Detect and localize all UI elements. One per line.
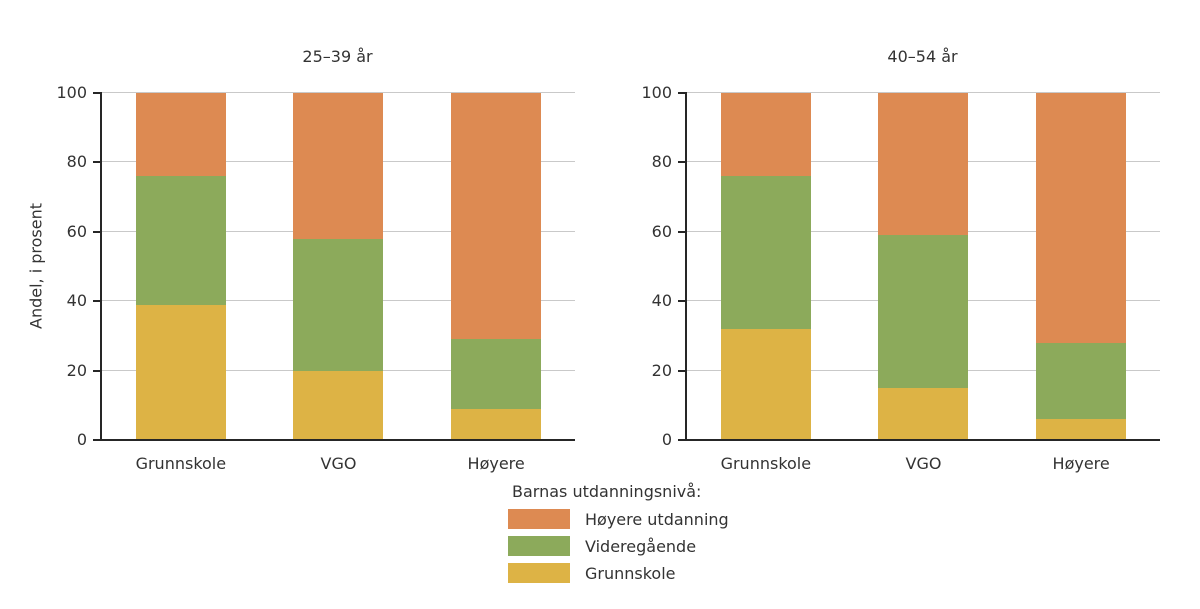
bar-segment-h-yere-utdanning [451, 93, 542, 340]
y-tick-mark [93, 230, 102, 233]
legend-swatch [508, 536, 570, 556]
x-category-label: Grunnskole [135, 454, 227, 473]
bar-segment-h-yere-utdanning [293, 93, 384, 239]
bar-segment-grunnskole [135, 304, 226, 440]
y-tick-mark [678, 230, 687, 233]
legend-row: Videregående [508, 536, 729, 556]
y-tick-label: 40 [66, 291, 87, 311]
x-category-label-text: VGO [905, 454, 942, 473]
legend: Barnas utdanningsnivå: Høyere utdanning V… [508, 482, 729, 590]
y-tick-label: 100 [641, 83, 672, 102]
y-tick-mark [678, 92, 687, 94]
stacked-bar [720, 93, 811, 440]
y-tick-label: 20 [651, 360, 672, 380]
x-axis-baseline [100, 439, 575, 441]
gridline [102, 92, 575, 93]
x-labels-row: Grunnskole VGO Høyere [687, 454, 1160, 473]
y-tick-mark [93, 439, 102, 441]
stacked-bar [451, 93, 542, 440]
y-tick-mark [678, 439, 687, 441]
x-axis-baseline [685, 439, 1160, 441]
bar-segment-h-yere-utdanning [1036, 93, 1127, 343]
bar-segment-h-yere-utdanning [878, 93, 969, 236]
y-tick-label: 0 [661, 430, 672, 449]
y-tick-label: 80 [651, 152, 672, 172]
y-tick-mark [93, 92, 102, 94]
x-category-label-text: VGO [320, 454, 357, 473]
plot-area: 0 20 40 60 80 100 Grunnskole VGO Høyere [56, 85, 575, 473]
legend-label: Videregående [585, 536, 697, 556]
x-category-label: Grunnskole [720, 454, 812, 473]
legend-row: Grunnskole [508, 563, 729, 583]
gridline [687, 92, 1160, 93]
bar-segment-grunnskole [451, 408, 542, 440]
y-tick-label: 40 [651, 291, 672, 311]
y-tick-label: 80 [66, 152, 87, 172]
stacked-bar [1036, 93, 1127, 440]
legend-swatch [508, 563, 570, 583]
bar-segment-videreg-ende [451, 339, 542, 409]
y-tick-label: 0 [76, 430, 87, 449]
stacked-bar [878, 93, 969, 440]
y-tick-mark [93, 300, 102, 303]
x-category-label-text: Høyere [467, 454, 525, 473]
bars-row [102, 93, 575, 440]
legend-label: Grunnskole [585, 563, 676, 583]
panel-title: 40–54 år [887, 47, 958, 66]
bar-segment-videreg-ende [720, 176, 811, 329]
legend-swatch [508, 509, 570, 529]
legend-row: Høyere utdanning [508, 509, 729, 529]
x-category-label: VGO [878, 454, 968, 473]
bars-row [687, 93, 1160, 440]
y-tick-mark [678, 161, 687, 164]
x-category-label: Høyere [451, 454, 541, 473]
legend-title: Barnas utdanningsnivå: [512, 482, 702, 501]
bar-segment-h-yere-utdanning [720, 93, 811, 177]
x-labels-row: Grunnskole VGO Høyere [102, 454, 575, 473]
y-tick-label: 60 [66, 221, 87, 241]
y-tick-label: 20 [66, 360, 87, 380]
bar-segment-h-yere-utdanning [135, 93, 226, 177]
bar-segment-videreg-ende [878, 235, 969, 388]
x-category-label-text: Høyere [1052, 454, 1110, 473]
x-category-label-text: Grunnskole [135, 454, 227, 473]
y-tick-mark [678, 369, 687, 372]
y-axis-label: Andel, i prosent [26, 203, 46, 329]
y-tick-label: 100 [56, 83, 87, 102]
y-tick-mark [93, 369, 102, 372]
stacked-bar [135, 93, 226, 440]
bar-segment-grunnskole [1036, 419, 1127, 440]
bar-segment-grunnskole [720, 328, 811, 440]
y-tick-mark [93, 161, 102, 164]
y-tick-label: 60 [651, 221, 672, 241]
bar-segment-videreg-ende [1036, 342, 1127, 420]
stacked-bar [293, 93, 384, 440]
panel-40-54: 40–54 år 0 20 40 60 80 100 Grunnskole VGO Høyere [641, 47, 1160, 473]
plot-area: 0 20 40 60 80 100 Grunnskole VGO Høyere [641, 85, 1160, 473]
legend-label: Høyere utdanning [585, 509, 729, 529]
bar-segment-videreg-ende [293, 238, 384, 371]
y-tick-mark [678, 300, 687, 303]
legend-rows: Høyere utdanning Videregående Grunnskole [508, 509, 729, 583]
panel-25-39: 25–39 år 0 20 40 60 80 100 Grunnskole VGO Høyere [56, 47, 575, 473]
bar-segment-grunnskole [293, 370, 384, 440]
x-category-label-text: Grunnskole [720, 454, 812, 473]
bar-segment-videreg-ende [135, 176, 226, 305]
x-category-label: Høyere [1036, 454, 1126, 473]
x-category-label: VGO [293, 454, 383, 473]
panel-title: 25–39 år [302, 47, 373, 66]
bar-segment-grunnskole [878, 387, 969, 440]
